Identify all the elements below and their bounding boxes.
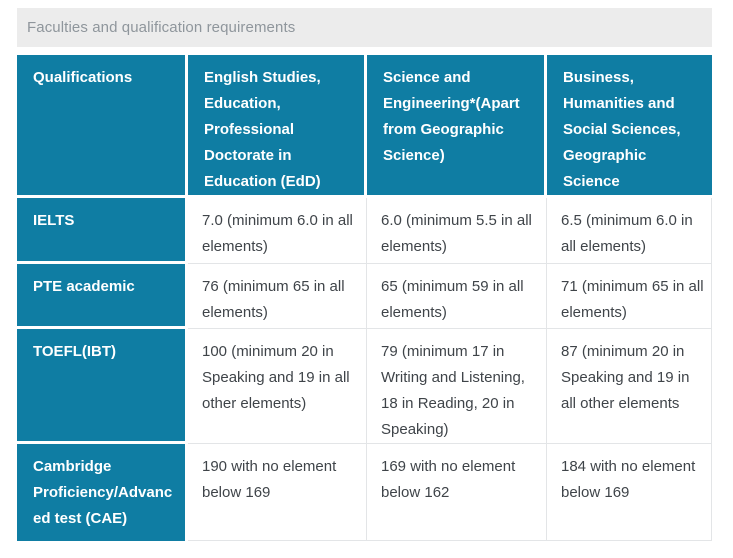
table-caption-band: Faculties and qualification requirements xyxy=(17,8,712,47)
cell-pte-science-engineering: 65 (minimum 59 in all elements) xyxy=(367,264,547,329)
cell-ielts-business-humanities: 6.5 (minimum 6.0 in all elements) xyxy=(547,198,712,264)
column-header-english-studies: English Studies, Education, Professional… xyxy=(188,55,367,198)
table-row-ielts: IELTS 7.0 (minimum 6.0 in all elements) … xyxy=(17,198,712,264)
qualification-requirements-table: Qualifications English Studies, Educatio… xyxy=(17,55,712,541)
table-row-toefl: TOEFL(IBT) 100 (minimum 20 in Speaking a… xyxy=(17,329,712,444)
cell-toefl-science-engineering: 79 (minimum 17 in Writing and Listening,… xyxy=(367,329,547,444)
header-row: Qualifications English Studies, Educatio… xyxy=(17,55,712,198)
table-caption: Faculties and qualification requirements xyxy=(27,19,296,36)
column-header-science-engineering: Science and Engineering*(Apart from Geog… xyxy=(367,55,547,198)
row-header-toefl-ibt: TOEFL(IBT) xyxy=(17,329,188,444)
row-header-cambridge-cae: Cambridge Proficiency/Advanced test (CAE… xyxy=(17,444,188,541)
table-row-pte: PTE academic 76 (minimum 65 in all eleme… xyxy=(17,264,712,329)
cell-ielts-english-studies: 7.0 (minimum 6.0 in all elements) xyxy=(188,198,367,264)
row-header-pte-academic: PTE academic xyxy=(17,264,188,329)
cell-cambridge-science-engineering: 169 with no element below 162 xyxy=(367,444,547,541)
row-header-ielts: IELTS xyxy=(17,198,188,264)
cell-toefl-english-studies: 100 (minimum 20 in Speaking and 19 in al… xyxy=(188,329,367,444)
column-header-qualifications: Qualifications xyxy=(17,55,188,198)
cell-ielts-science-engineering: 6.0 (minimum 5.5 in all elements) xyxy=(367,198,547,264)
cell-cambridge-business-humanities: 184 with no element below 169 xyxy=(547,444,712,541)
cell-cambridge-english-studies: 190 with no element below 169 xyxy=(188,444,367,541)
cell-toefl-business-humanities: 87 (minimum 20 in Speaking and 19 in all… xyxy=(547,329,712,444)
column-header-business-humanities: Business, Humanities and Social Sciences… xyxy=(547,55,712,198)
page: Faculties and qualification requirements… xyxy=(17,8,712,541)
table-row-cambridge: Cambridge Proficiency/Advanced test (CAE… xyxy=(17,444,712,541)
cell-pte-business-humanities: 71 (minimum 65 in all elements) xyxy=(547,264,712,329)
cell-pte-english-studies: 76 (minimum 65 in all elements) xyxy=(188,264,367,329)
